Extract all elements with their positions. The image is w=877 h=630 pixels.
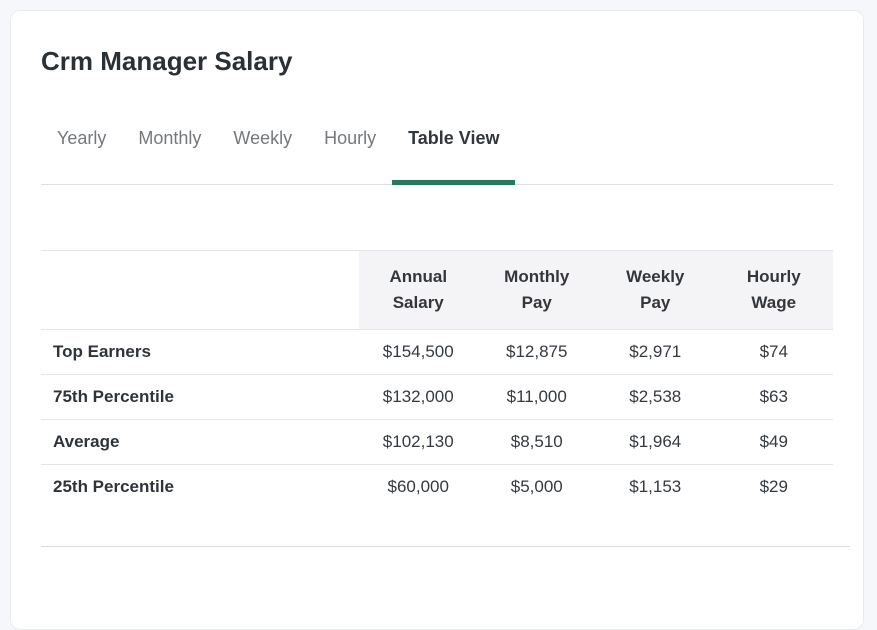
cell-value: $5,000: [510, 477, 563, 497]
cell-value: $49: [759, 432, 788, 451]
cell-value: $2,971: [629, 342, 682, 361]
cell-value: $1,153: [629, 477, 682, 497]
column-header-monthly-pay: Monthly Pay: [477, 250, 596, 330]
table-body: Top Earners $154,500 $12,875 $2,971 $74 75th …: [41, 329, 833, 510]
tab-table-view[interactable]: Table View: [392, 124, 516, 185]
tab-hourly[interactable]: Hourly: [324, 128, 377, 148]
cell-value: $29: [759, 477, 788, 497]
cell-value: $12,875: [506, 342, 568, 361]
tab-weekly[interactable]: Weekly: [233, 128, 293, 148]
salary-table: Annual Salary Monthly Pay Weekly Pay Hourly…: [41, 250, 833, 510]
table-row: 25th Percentile $60,000 $5,000 $1,153 $29: [41, 464, 833, 510]
cell-value: $60,000: [387, 477, 449, 497]
table-row: 75th Percentile $132,000 $11,000 $2,538 $63: [41, 374, 833, 420]
tab-bar: Yearly Monthly Weekly Hourly Table View: [41, 124, 833, 185]
cell-value: $63: [759, 387, 788, 406]
row-label: Average: [53, 432, 120, 451]
cell-value: $132,000: [382, 387, 454, 406]
column-header-label: Monthly Pay: [504, 267, 570, 312]
table-header-row: Annual Salary Monthly Pay Weekly Pay Hourly…: [41, 250, 833, 330]
table-row: Average $102,130 $8,510 $1,964 $49: [41, 419, 833, 465]
column-header-label: Weekly Pay: [626, 267, 685, 312]
cell-value: $11,000: [506, 387, 567, 406]
row-label: 25th Percentile: [53, 477, 174, 497]
table-header: Annual Salary Monthly Pay Weekly Pay Hourly…: [41, 250, 833, 330]
table-row: Top Earners $154,500 $12,875 $2,971 $74: [41, 329, 833, 375]
table-corner-cell: [41, 251, 359, 330]
column-header-hourly-wage: Hourly Wage: [714, 250, 833, 330]
cell-value: $8,510: [510, 432, 563, 451]
cell-value: $74: [759, 342, 788, 361]
tab-monthly[interactable]: Monthly: [138, 128, 202, 148]
row-label: Top Earners: [53, 342, 151, 361]
column-header-label: Annual Salary: [389, 267, 448, 312]
column-header-label: Hourly Wage: [746, 267, 801, 312]
cell-value: $1,964: [629, 432, 682, 451]
cell-value: $154,500: [382, 342, 454, 361]
salary-card: Crm Manager Salary Yearly Monthly Weekly Ho…: [10, 10, 864, 630]
salary-table-section: Annual Salary Monthly Pay Weekly Pay Hourly…: [41, 250, 833, 510]
tab-yearly[interactable]: Yearly: [57, 128, 107, 148]
section-divider: [41, 545, 850, 547]
column-header-weekly-pay: Weekly Pay: [596, 250, 715, 330]
cell-value: $102,130: [382, 432, 454, 451]
page-title: Crm Manager Salary: [41, 46, 293, 76]
row-label: 75th Percentile: [53, 387, 174, 406]
cell-value: $2,538: [629, 387, 682, 406]
column-header-annual-salary: Annual Salary: [359, 250, 478, 330]
